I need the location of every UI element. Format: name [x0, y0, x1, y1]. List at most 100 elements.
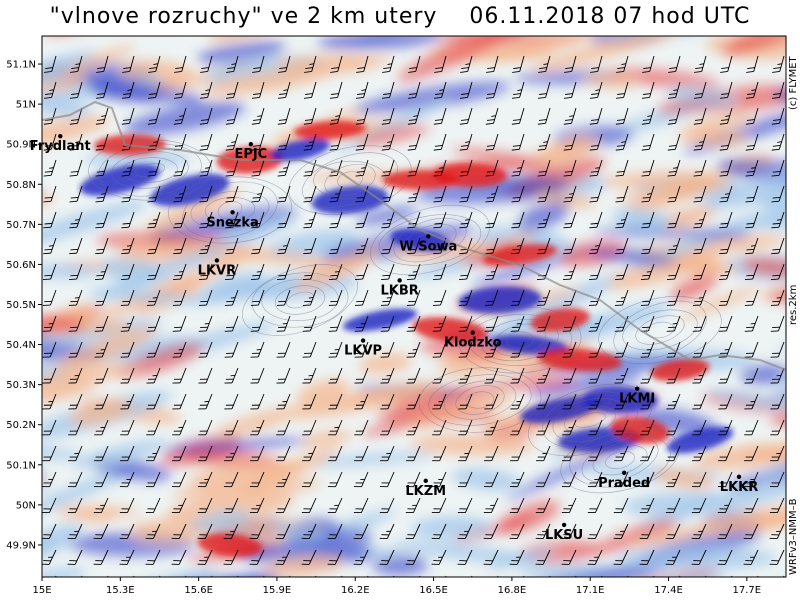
wind-barb [381, 159, 395, 177]
wind-barb [121, 159, 135, 177]
wind-barb [563, 159, 577, 177]
wind-barb [121, 237, 135, 255]
contour-line [605, 451, 635, 469]
wind-barb [353, 549, 369, 565]
wind-barb [459, 107, 473, 125]
wind-barb [329, 107, 343, 125]
wind-barb [379, 549, 395, 565]
wind-barb [276, 341, 291, 358]
wind-barb [276, 315, 291, 332]
longitude-axis: 15E 15.3E 15.6E 15.9E 16.2E 16.5E 16.8E 17.1E 17… [32, 577, 761, 596]
wind-barb [250, 393, 265, 410]
wave-band [69, 398, 131, 427]
wave-band [614, 1, 680, 29]
wind-barb [43, 107, 57, 125]
wind-barb [407, 133, 421, 151]
wind-barb [692, 341, 707, 358]
wind-barb [720, 55, 733, 73]
wind-barb [615, 159, 629, 177]
lat-label: 50.7N [6, 220, 36, 231]
wind-barb [771, 211, 785, 229]
wind-barb [717, 523, 733, 539]
wind-barb [589, 185, 603, 203]
contour-line [324, 163, 376, 197]
wind-barb [563, 211, 577, 229]
wind-barb [693, 185, 707, 203]
wind-barb [666, 341, 681, 358]
wind-barb [458, 289, 473, 306]
wind-barb [276, 393, 291, 410]
wave-band [0, 67, 30, 93]
wind-barb [719, 185, 733, 203]
station-label: Praded [598, 476, 650, 491]
wind-barb [458, 393, 473, 410]
wind-barb [147, 185, 161, 203]
wind-barb [743, 497, 759, 514]
wind-barb [249, 471, 265, 488]
wind-barb [379, 523, 395, 539]
wind-barb [743, 523, 759, 539]
wind-barb [121, 185, 135, 203]
wind-barb [327, 497, 343, 514]
station-marker [248, 142, 254, 147]
wind-barb [511, 211, 525, 229]
wind-barb [68, 419, 83, 436]
wind-barb [303, 81, 317, 99]
wind-barb [615, 237, 629, 255]
wind-barb [379, 497, 395, 514]
wind-barb [459, 211, 473, 229]
wind-barb [197, 549, 213, 565]
contour-line [190, 190, 270, 230]
wind-barb [431, 471, 447, 488]
wind-barb [145, 523, 161, 539]
wind-barb [250, 445, 265, 462]
station-label: LKMI [619, 392, 655, 407]
wind-barb [406, 315, 421, 332]
wind-barb [667, 211, 681, 229]
wind-barb [148, 55, 161, 73]
wind-barb [744, 445, 759, 462]
wind-barb [355, 81, 369, 99]
wind-barb [353, 523, 369, 539]
wind-barbs [42, 55, 785, 577]
wave-band [372, 554, 429, 576]
station-marker [397, 278, 402, 283]
wind-barb [94, 445, 109, 462]
wind-barb [197, 471, 213, 488]
wind-barb [668, 55, 681, 73]
lat-label: 50N [16, 500, 36, 511]
contour-line [88, 139, 212, 201]
wind-barb [640, 419, 655, 436]
wind-barb [303, 185, 317, 203]
wind-barb [224, 367, 239, 384]
wind-barb [120, 445, 135, 462]
wind-barb [251, 133, 265, 151]
wind-barb [120, 367, 135, 384]
wind-barb [277, 107, 291, 125]
wind-barb [224, 315, 239, 332]
wind-barb [380, 445, 395, 462]
lat-label: 50.4N [6, 340, 36, 351]
wind-barb [511, 133, 525, 151]
wind-barb [354, 341, 369, 358]
wind-barb [536, 341, 551, 358]
wave-band [703, 0, 800, 12]
wind-barb [275, 497, 291, 514]
wind-barb [717, 497, 733, 514]
wind-barb [589, 237, 603, 255]
station-label: LKVP [344, 344, 382, 359]
wind-barb [198, 393, 213, 410]
wave-band [763, 579, 800, 600]
wind-barb [119, 549, 135, 565]
wind-barb [432, 445, 447, 462]
lon-label: 16.5E [419, 585, 448, 596]
wind-barb [769, 471, 785, 488]
station-label: LKVR [198, 263, 236, 278]
station-label: Frydlant [30, 139, 91, 154]
lon-label: 16.2E [341, 585, 370, 596]
wind-barb [328, 341, 343, 358]
wind-barb [119, 471, 135, 488]
wind-barb [199, 211, 213, 229]
wind-barb [68, 341, 83, 358]
wind-barb [563, 81, 577, 99]
